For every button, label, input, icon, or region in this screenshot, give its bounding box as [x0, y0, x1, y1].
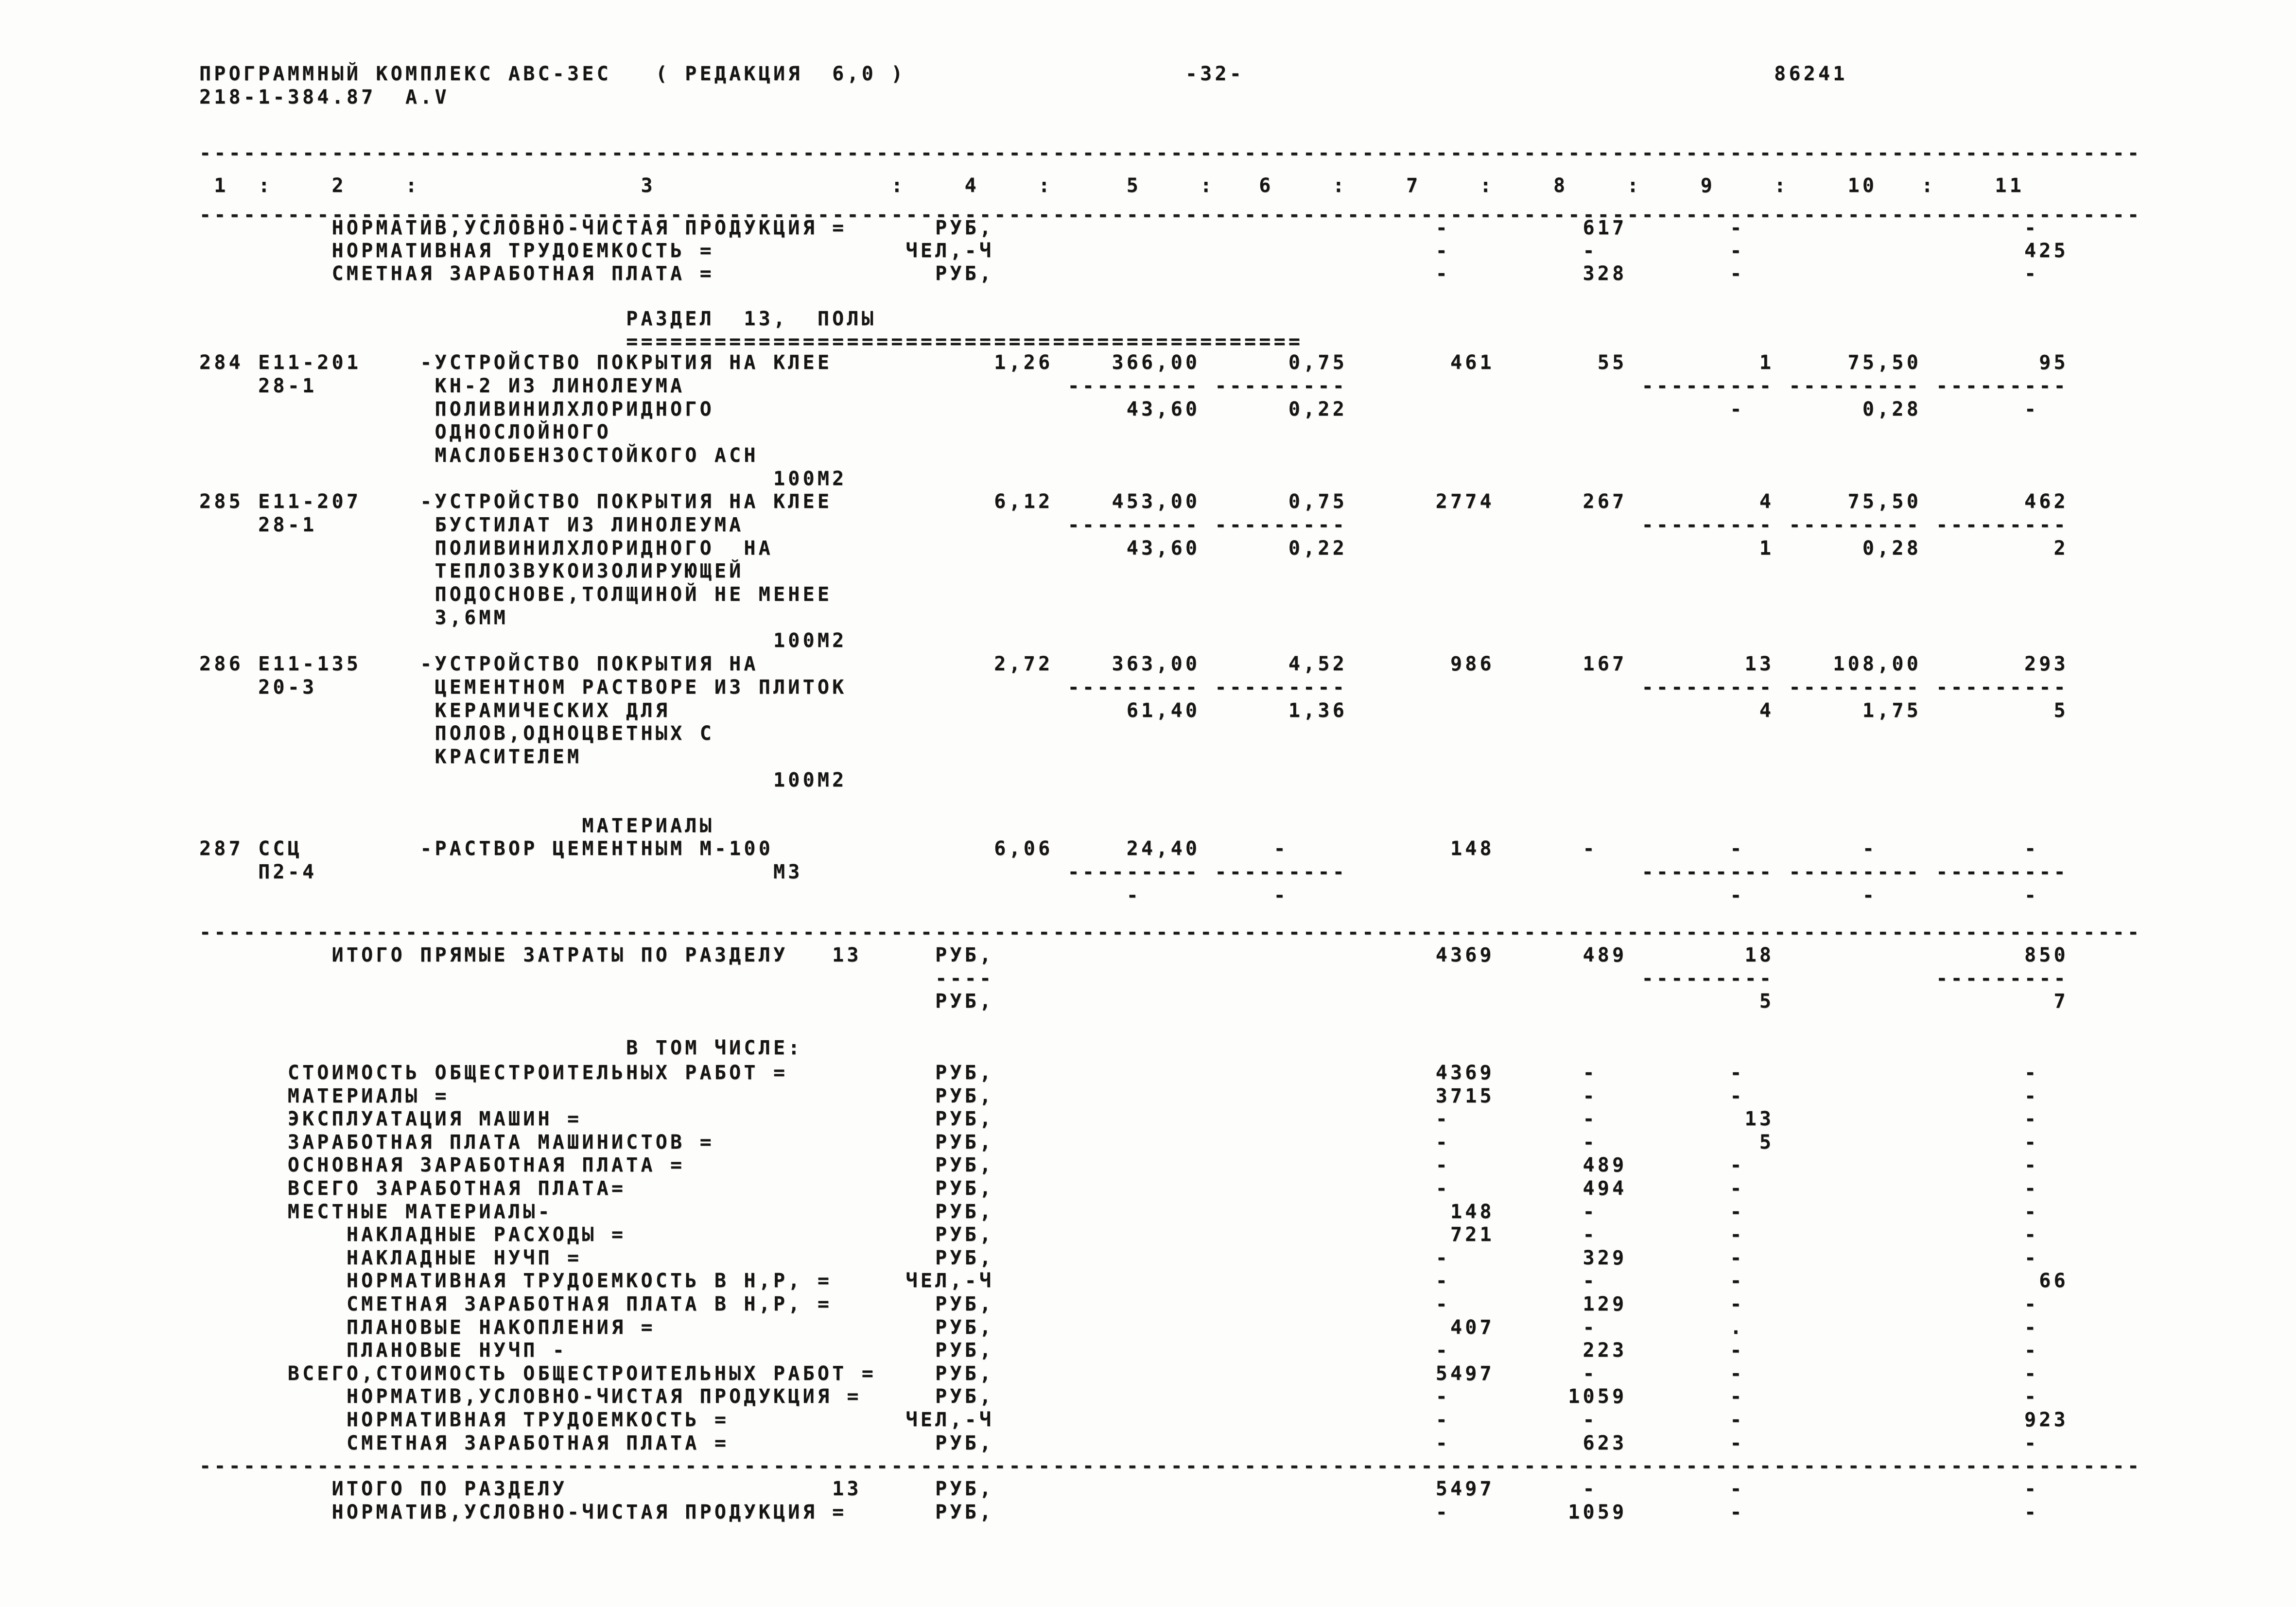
- item-284-row: МАСЛОБЕНЗОСТОЙКОГО АСН: [199, 444, 2142, 467]
- item-284-row: ОДНОСЛОЙНОГО: [199, 421, 2142, 443]
- breakdown-row: НАКЛАДНЫЕ РАСХОДЫ = РУБ, 721 - - -: [199, 1223, 2142, 1246]
- section-underline: ========================================…: [199, 331, 2142, 353]
- item-286-row: ПОЛОВ,ОДНОЦВЕТНЫХ С: [199, 722, 2142, 745]
- materials-header: МАТЕРИАЛЫ: [199, 815, 2142, 837]
- breakdown-row: ПЛАНОВЫЕ НАКОПЛЕНИЯ = РУБ, 407 - . -: [199, 1316, 2142, 1339]
- breakdown-row: ЭКСПЛУАТАЦИЯ МАШИН = РУБ, - - 13 -: [199, 1108, 2142, 1130]
- item-287-row: - - - - -: [199, 884, 2142, 907]
- breakdown-row: СТОИМОСТЬ ОБЩЕСТРОИТЕЛЬНЫХ РАБОТ = РУБ, …: [199, 1062, 2142, 1084]
- item-284-row: ПОЛИВИНИЛХЛОРИДНОГО 43,60 0,22 - 0,28 -: [199, 398, 2142, 420]
- smeta-zp-row: СМЕТНАЯ ЗАРАБОТНАЯ ПЛАТА = РУБ, - 328 - …: [199, 262, 2142, 285]
- item-286-row: 20-3 ЦЕМЕНТНОМ РАСТВОРЕ ИЗ ПЛИТОК ------…: [199, 676, 2142, 699]
- item-286-unit: 100М2: [199, 769, 2142, 791]
- item-286-row: КЕРАМИЧЕСКИХ ДЛЯ 61,40 1,36 4 1,75 5: [199, 699, 2142, 722]
- table-rule-mid: ----------------------------------------…: [199, 921, 2142, 943]
- header-title-line: ПРОГРАММНЫЙ КОМПЛЕКС АВС-3ЕС ( РЕДАКЦИЯ …: [199, 63, 2142, 85]
- norm-ucp-row: НОРМАТИВ,УСЛОВНО-ЧИСТАЯ ПРОДУКЦИЯ = РУБ,…: [199, 217, 2142, 239]
- breakdown-row: ВСЕГО ЗАРАБОТНАЯ ПЛАТА= РУБ, - 494 - -: [199, 1177, 2142, 1200]
- item-284-row: 284 Е11-201 -УСТРОЙСТВО ПОКРЫТИЯ НА КЛЕЕ…: [199, 351, 2142, 374]
- item-284-row: 28-1 КН-2 ИЗ ЛИНОЛЕУМА --------- -------…: [199, 375, 2142, 397]
- breakdown-row: ВСЕГО,СТОИМОСТЬ ОБЩЕСТРОИТЕЛЬНЫХ РАБОТ =…: [199, 1362, 2142, 1385]
- breakdown-row: СМЕТНАЯ ЗАРАБОТНАЯ ПЛАТА = РУБ, - 623 - …: [199, 1432, 2142, 1454]
- breakdown-row: СМЕТНАЯ ЗАРАБОТНАЯ ПЛАТА В Н,Р, = РУБ, -…: [199, 1293, 2142, 1315]
- item-285-row: 3,6ММ: [199, 607, 2142, 629]
- totals-direct-row: РУБ, 5 7: [199, 990, 2142, 1013]
- item-285-row: ПОЛИВИНИЛХЛОРИДНОГО НА 43,60 0,22 1 0,28…: [199, 537, 2142, 559]
- including-header: В ТОМ ЧИСЛЕ:: [199, 1037, 2142, 1059]
- table-rule-bottom: ----------------------------------------…: [199, 1455, 2142, 1477]
- item-285-row: 285 Е11-207 -УСТРОЙСТВО ПОКРЫТИЯ НА КЛЕЕ…: [199, 490, 2142, 513]
- item-287-row: 287 ССЦ -РАСТВОР ЦЕМЕНТНЫМ М-100 6,06 24…: [199, 838, 2142, 860]
- totals-direct-row: ---- --------- ---------: [199, 967, 2142, 990]
- table-rule-top: ----------------------------------------…: [199, 142, 2142, 164]
- breakdown-row: ОСНОВНАЯ ЗАРАБОТНАЯ ПЛАТА = РУБ, - 489 -…: [199, 1154, 2142, 1176]
- breakdown-row: НОРМАТИВНАЯ ТРУДОЕМКОСТЬ В Н,Р, = ЧЕЛ,-Ч…: [199, 1270, 2142, 1292]
- doc-code-line: 218-1-384.87 А.V: [199, 86, 2142, 108]
- breakdown-row: НОРМАТИВНАЯ ТРУДОЕМКОСТЬ = ЧЕЛ,-Ч - - - …: [199, 1409, 2142, 1431]
- norm-trud-row: НОРМАТИВНАЯ ТРУДОЕМКОСТЬ = ЧЕЛ,-Ч - - - …: [199, 240, 2142, 262]
- column-header-row: 1 : 2 : 3 : 4 : 5 : 6 : 7 : 8 : 9 : 10 :…: [199, 175, 2142, 197]
- item-287-row: П2-4 М3 --------- --------- --------- --…: [199, 861, 2142, 883]
- breakdown-row: МАТЕРИАЛЫ = РУБ, 3715 - - -: [199, 1085, 2142, 1107]
- section-title-row: РАЗДЕЛ 13, ПОЛЫ: [199, 308, 2142, 330]
- breakdown-row: МЕСТНЫЕ МАТЕРИАЛЫ- РУБ, 148 - - -: [199, 1201, 2142, 1223]
- breakdown-row: ЗАРАБОТНАЯ ПЛАТА МАШИНИСТОВ = РУБ, - - 5…: [199, 1131, 2142, 1153]
- totals-direct-row: ИТОГО ПРЯМЫЕ ЗАТРАТЫ ПО РАЗДЕЛУ 13 РУБ, …: [199, 944, 2142, 966]
- item-284-unit: 100М2: [199, 468, 2142, 490]
- item-285-row: ТЕПЛОЗВУКОИЗОЛИРУЮЩЕЙ: [199, 560, 2142, 582]
- item-285-row: ПОДОСНОВЕ,ТОЛЩИНОЙ НЕ МЕНЕЕ: [199, 583, 2142, 606]
- item-286-row: 286 Е11-135 -УСТРОЙСТВО ПОКРЫТИЯ НА 2,72…: [199, 653, 2142, 675]
- section-total-row: ИТОГО ПО РАЗДЕЛУ 13 РУБ, 5497 - - -: [199, 1478, 2142, 1500]
- breakdown-row: НАКЛАДНЫЕ НУЧП = РУБ, - 329 - -: [199, 1247, 2142, 1269]
- table-rule-under-header: ----------------------------------------…: [199, 204, 2142, 226]
- item-286-row: КРАСИТЕЛЕМ: [199, 746, 2142, 768]
- section-total-row: НОРМАТИВ,УСЛОВНО-ЧИСТАЯ ПРОДУКЦИЯ = РУБ,…: [199, 1501, 2142, 1523]
- breakdown-row: НОРМАТИВ,УСЛОВНО-ЧИСТАЯ ПРОДУКЦИЯ = РУБ,…: [199, 1385, 2142, 1408]
- item-285-unit: 100М2: [199, 629, 2142, 652]
- breakdown-row: ПЛАНОВЫЕ НУЧП - РУБ, - 223 - -: [199, 1339, 2142, 1362]
- item-285-row: 28-1 БУСТИЛАТ ИЗ ЛИНОЛЕУМА --------- ---…: [199, 514, 2142, 536]
